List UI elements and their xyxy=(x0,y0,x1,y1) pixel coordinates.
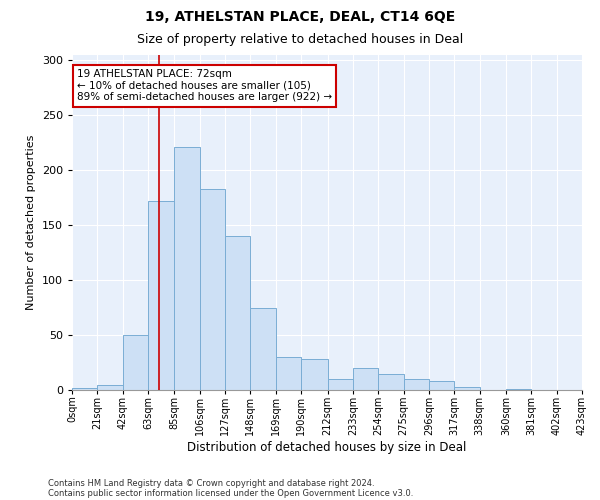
Text: Contains public sector information licensed under the Open Government Licence v3: Contains public sector information licen… xyxy=(48,488,413,498)
Bar xyxy=(454,386,479,390)
Text: 19 ATHELSTAN PLACE: 72sqm
← 10% of detached houses are smaller (105)
89% of semi: 19 ATHELSTAN PLACE: 72sqm ← 10% of detac… xyxy=(77,70,332,102)
Bar xyxy=(200,189,225,390)
Bar xyxy=(378,374,404,390)
Bar xyxy=(148,201,175,390)
Bar xyxy=(97,384,122,390)
Text: Contains HM Land Registry data © Crown copyright and database right 2024.: Contains HM Land Registry data © Crown c… xyxy=(48,478,374,488)
Text: Size of property relative to detached houses in Deal: Size of property relative to detached ho… xyxy=(137,32,463,46)
Bar xyxy=(276,357,301,390)
Bar xyxy=(175,148,200,390)
Y-axis label: Number of detached properties: Number of detached properties xyxy=(26,135,36,310)
Bar xyxy=(225,236,250,390)
Bar xyxy=(328,379,353,390)
X-axis label: Distribution of detached houses by size in Deal: Distribution of detached houses by size … xyxy=(187,440,467,454)
Bar xyxy=(506,389,532,390)
Text: 19, ATHELSTAN PLACE, DEAL, CT14 6QE: 19, ATHELSTAN PLACE, DEAL, CT14 6QE xyxy=(145,10,455,24)
Bar xyxy=(122,335,148,390)
Bar xyxy=(353,368,378,390)
Bar xyxy=(404,379,429,390)
Bar xyxy=(301,359,328,390)
Bar xyxy=(72,388,97,390)
Bar xyxy=(429,381,454,390)
Bar xyxy=(250,308,276,390)
